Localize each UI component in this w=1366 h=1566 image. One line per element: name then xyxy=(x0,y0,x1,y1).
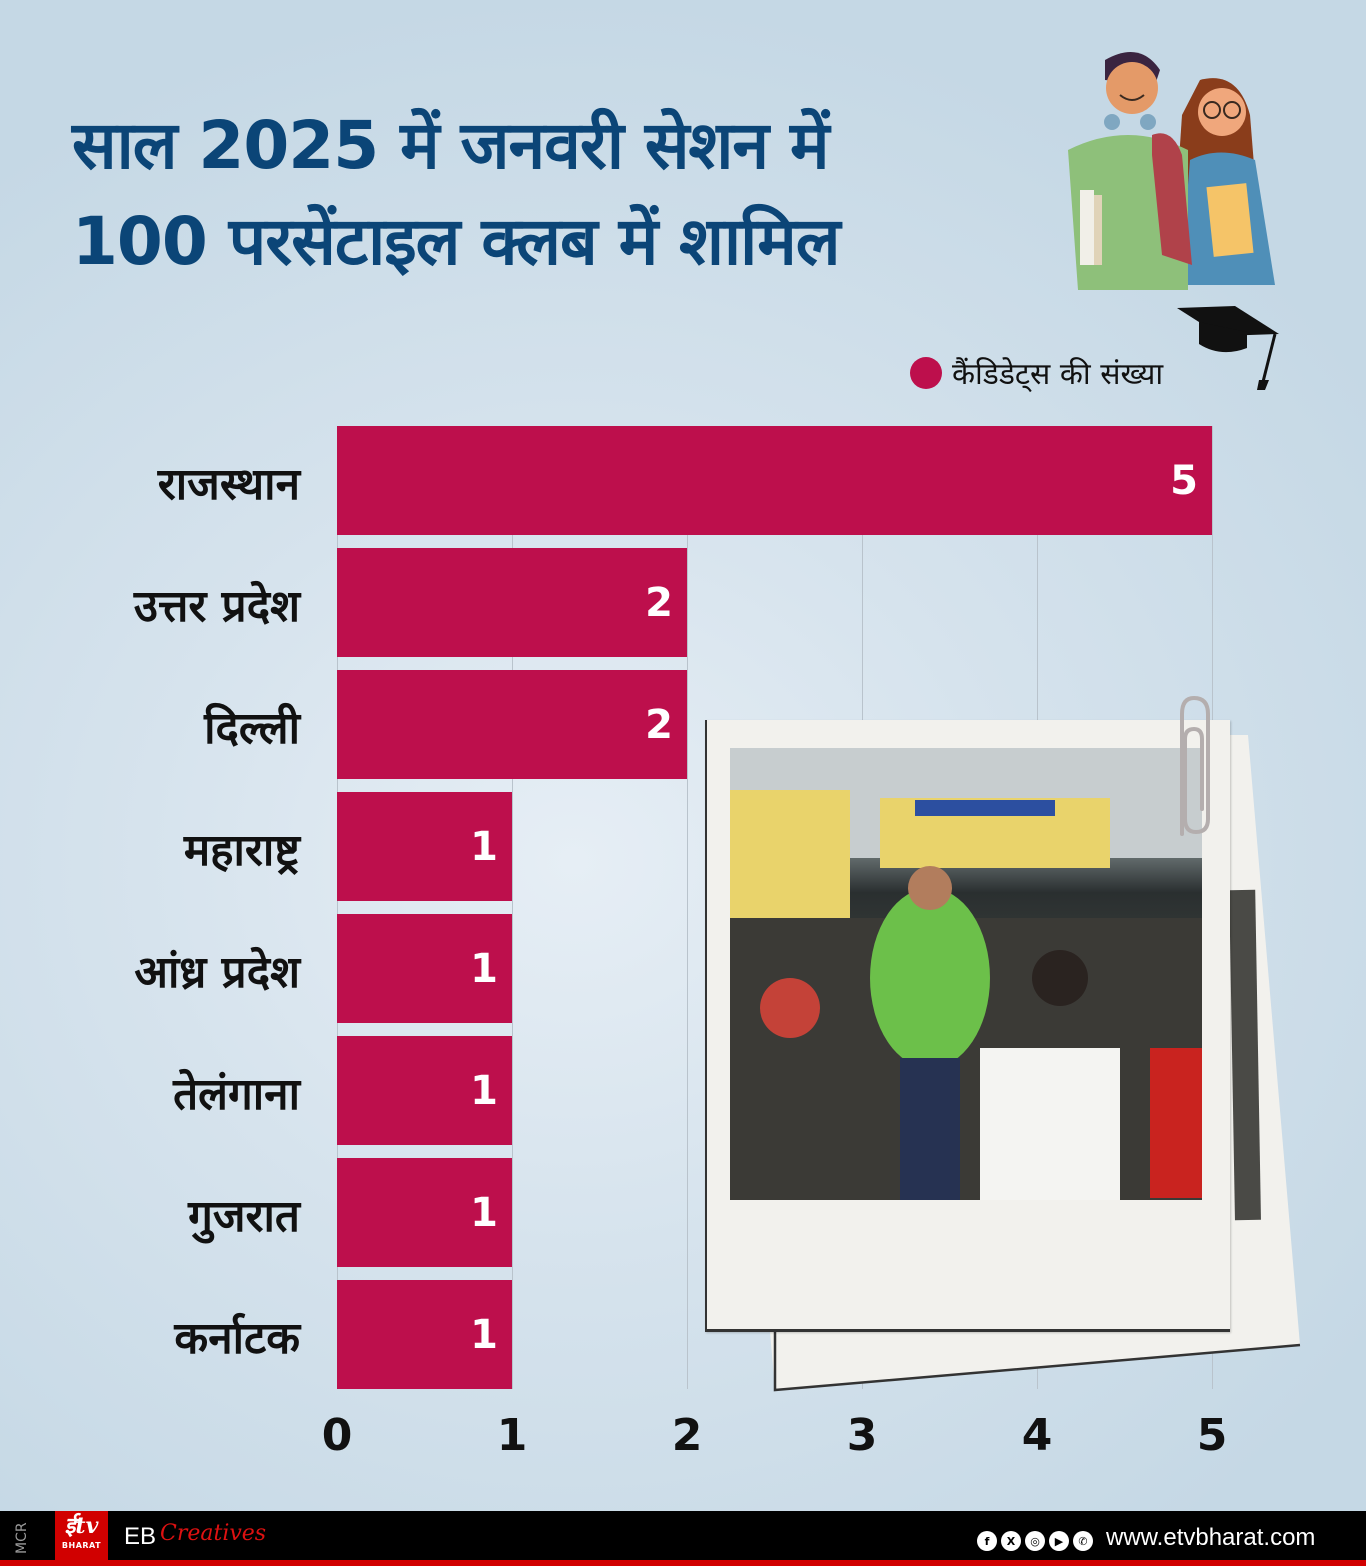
bar-value: 1 xyxy=(470,823,498,870)
chart-legend: कैंडिडेट्स की संख्या xyxy=(910,352,1163,393)
gridline-1 xyxy=(512,426,513,1389)
x-tick: 0 xyxy=(321,1410,353,1461)
bar-value: 2 xyxy=(645,701,673,748)
bar-value: 1 xyxy=(470,1311,498,1358)
gridline-2 xyxy=(687,426,688,1389)
website-link[interactable]: www.etvbharat.com xyxy=(1106,1524,1316,1551)
instagram-icon[interactable]: ◎ xyxy=(1025,1531,1045,1551)
paperclip-icon xyxy=(1180,695,1210,836)
category-label: आंध्र प्रदेश xyxy=(134,947,300,998)
category-label: उत्तर प्रदेश xyxy=(133,581,300,632)
bar-andhra-pradesh: 1 xyxy=(337,914,512,1023)
etv-bharat-logo[interactable]: ईtv BHARAT xyxy=(55,1511,108,1560)
legend-label: कैंडिडेट्स की संख्या xyxy=(952,357,1164,392)
facebook-icon[interactable]: f xyxy=(977,1531,997,1551)
creatives-label: Creatives xyxy=(160,1521,267,1546)
bar-delhi: 2 xyxy=(337,670,687,779)
title-line-2: 100 परसेंटाइल क्लब में शामिल xyxy=(72,203,840,280)
x-tick: 2 xyxy=(671,1410,703,1461)
bar-value: 1 xyxy=(470,945,498,992)
bar-telangana: 1 xyxy=(337,1036,512,1145)
polaroid-front xyxy=(705,720,1230,1332)
logo-main: ईtv xyxy=(64,1513,99,1539)
celebration-photo xyxy=(730,748,1202,1200)
page-title: साल 2025 में जनवरी सेशन में 100 परसेंटाइ… xyxy=(72,98,1052,290)
category-label: महाराष्ट्र xyxy=(183,825,300,876)
x-tick: 3 xyxy=(846,1410,878,1461)
whatsapp-icon[interactable]: ✆ xyxy=(1073,1531,1093,1551)
youtube-icon[interactable]: ▶ xyxy=(1049,1531,1069,1551)
bar-maharashtra: 1 xyxy=(337,792,512,901)
legend-swatch xyxy=(910,356,942,389)
students-illustration xyxy=(1068,52,1275,290)
title-line-1: साल 2025 में जनवरी सेशन में xyxy=(72,107,830,184)
social-icons: f X ◎ ▶ ✆ xyxy=(977,1531,1093,1551)
gridline-0 xyxy=(337,426,338,1389)
x-twitter-icon[interactable]: X xyxy=(1001,1531,1021,1551)
photo-scene xyxy=(730,748,1202,1200)
bar-uttar-pradesh: 2 xyxy=(337,548,687,657)
category-label: राजस्थान xyxy=(157,459,300,510)
x-tick: 5 xyxy=(1196,1410,1228,1461)
bar-gujarat: 1 xyxy=(337,1158,512,1267)
bar-value: 1 xyxy=(470,1067,498,1114)
bar-value: 2 xyxy=(645,579,673,626)
bar-chart: 5 2 2 1 1 1 1 1 xyxy=(337,426,1213,1389)
category-label: गुजरात xyxy=(188,1191,300,1242)
footer-bar xyxy=(0,1511,1366,1566)
x-tick: 4 xyxy=(1021,1410,1053,1461)
category-label: तेलंगाना xyxy=(173,1069,300,1120)
eb-label: EB xyxy=(124,1523,157,1550)
logo-sub: BHARAT xyxy=(61,1541,102,1550)
bar-karnataka: 1 xyxy=(337,1280,512,1389)
bar-value: 5 xyxy=(1170,457,1198,504)
graduation-cap-icon xyxy=(1177,306,1279,390)
category-label: दिल्ली xyxy=(204,703,300,754)
x-tick: 1 xyxy=(496,1410,528,1461)
category-label: कर्नाटक xyxy=(174,1313,300,1364)
bar-value: 1 xyxy=(470,1189,498,1236)
mcr-tag: MCR xyxy=(14,1522,30,1554)
bar-rajasthan: 5 xyxy=(337,426,1212,535)
